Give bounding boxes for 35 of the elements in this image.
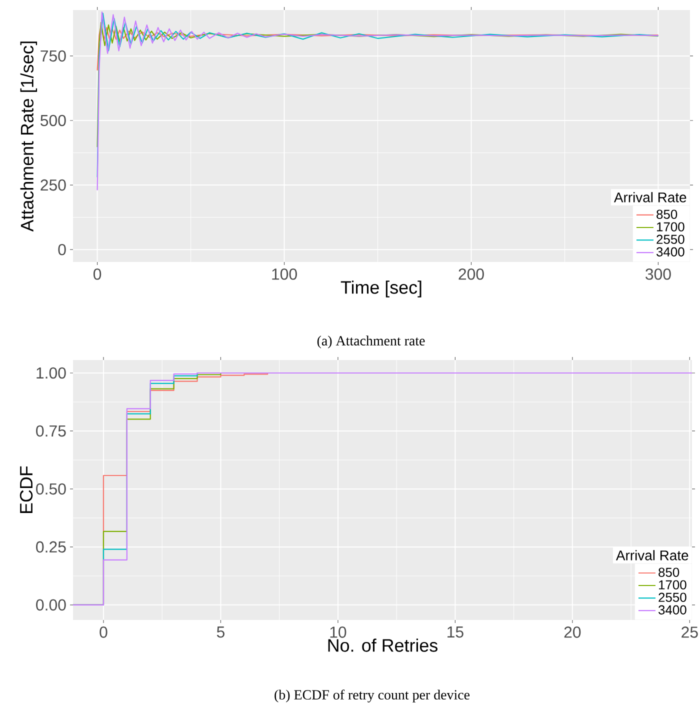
y-tick-label: 0.50 [36,483,66,495]
text: (a) Attachment rate [317,336,425,348]
legend-label: 1700 [659,580,686,590]
legend-title: Arrival Rate [614,192,686,202]
legend-title: Arrival Rate [616,550,688,560]
y-tick-label: 0.00 [36,599,66,611]
x-tick-label: 5 [216,626,224,638]
x-tick-label: 20 [564,626,581,638]
y-tick-label: 0.75 [36,425,66,437]
y-tick-label: 500 [40,114,66,126]
y-tick-label: 0.25 [36,541,66,553]
y-axis-title: ECDF [20,466,33,513]
legend-label: 2550 [656,234,684,244]
legend-label: 2550 [658,592,686,602]
x-tick-label: 25 [682,626,698,638]
legend-label: 850 [656,210,678,219]
x-tick-label: 0 [94,268,102,280]
y-tick-label: 750 [40,50,66,62]
x-axis-title: No. of Retries [328,638,438,652]
legend-label: 3400 [656,247,684,256]
x-axis-title: Time [sec] [340,280,422,298]
x-tick-label: 0 [100,626,108,638]
text: (b) ECDF of retry count per device [274,690,470,702]
y-axis-title: Attachment Rate [1/sec] [20,42,38,232]
legend-label: 3400 [658,605,686,614]
x-tick-label: 15 [448,626,464,638]
legend-label: 1700 [656,222,684,232]
legend-label: 850 [658,568,680,577]
y-tick-label: 1.00 [36,367,66,379]
x-tick-label: 200 [458,268,484,280]
x-tick-label: 100 [272,268,297,280]
x-tick-label: 300 [646,268,671,280]
y-tick-label: 250 [40,179,66,191]
x-tick-label: 10 [330,626,346,638]
y-tick-label: 0 [58,244,66,256]
